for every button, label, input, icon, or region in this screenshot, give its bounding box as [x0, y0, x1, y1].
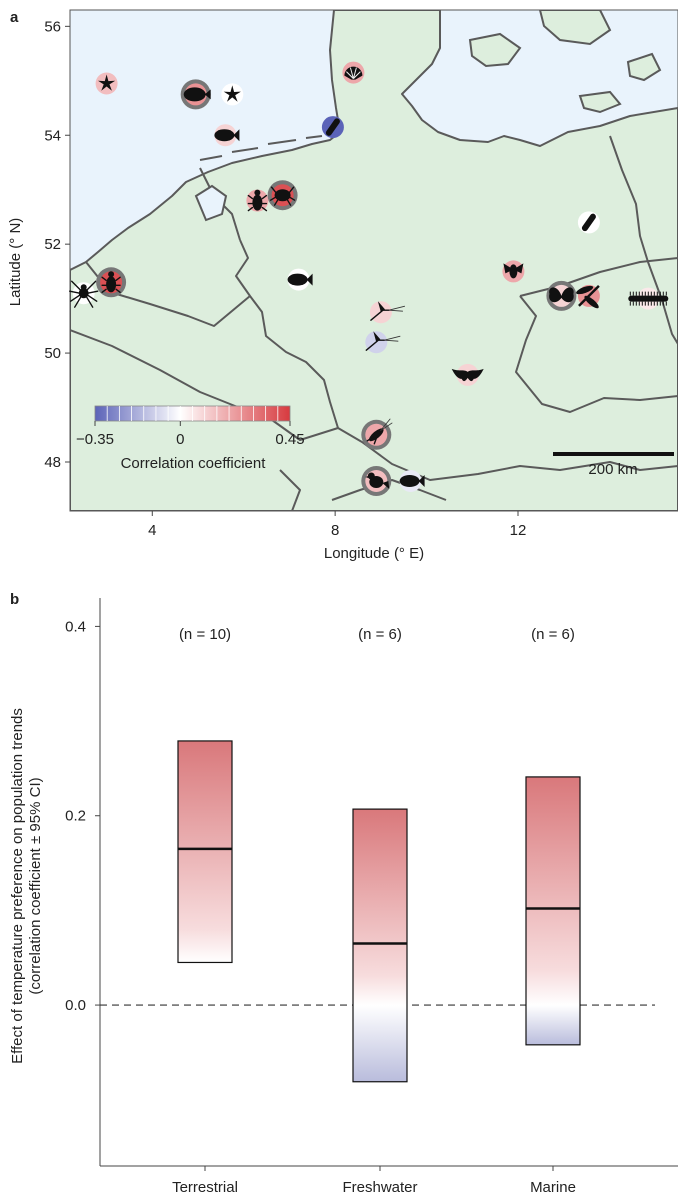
fly-icon [503, 263, 524, 279]
map-points [68, 61, 669, 496]
map-x-tick-label: 4 [148, 522, 156, 539]
map-point-fly [502, 260, 525, 283]
bat-icon [451, 368, 484, 382]
fish-icon [399, 475, 425, 487]
chart-b-y-label-line2: (correlation coefficient ± 95% CI) [27, 777, 44, 994]
map-frame [69, 9, 678, 512]
map-point-worm [321, 116, 344, 139]
beetle-icon [101, 271, 121, 293]
land-ijsselmeer [194, 184, 228, 222]
map-point-starfish [221, 83, 244, 106]
sample-size-label: (n = 10) [179, 626, 231, 643]
map-point-mayfly [365, 331, 401, 354]
map-y-tick-label: 50 [44, 345, 61, 362]
map-point-worm [577, 211, 600, 234]
land-island-3 [626, 52, 662, 82]
cricket-icon [366, 418, 393, 445]
colorbar-tick-label: 0.45 [275, 431, 304, 448]
map-point-millipede [628, 287, 669, 310]
map-x-tick-label: 8 [331, 522, 339, 539]
category-label: Freshwater [342, 1179, 417, 1196]
scale-bar: 200 km [553, 452, 674, 478]
land-frisian-islands [199, 135, 323, 161]
fish-icon [287, 273, 313, 286]
map-y-tick-label: 56 [44, 18, 61, 35]
colorbar: −0.35 0 0.45 Correlation coefficient [76, 405, 305, 472]
chart-b-y-tick-label: 0.2 [65, 808, 86, 825]
map-x-axis-label: Longitude (° E) [324, 545, 424, 562]
map-point-cricket [361, 418, 393, 450]
fish-icon [214, 129, 240, 142]
panel-b-label: b [10, 591, 19, 608]
map-point-flatfish [180, 79, 211, 110]
box-terrestrial [177, 740, 233, 1171]
butterfly-icon [549, 287, 574, 303]
starfish-icon [223, 85, 241, 102]
chart-b-y-label-line1: Effect of temperature preference on popu… [9, 708, 26, 1064]
map-point-beetle [246, 189, 269, 212]
mayfly-icon [370, 301, 405, 321]
map-x-tick-label: 12 [510, 522, 527, 539]
starfish-icon [98, 74, 116, 91]
colorbar-ticks: −0.35 0 0.45 [76, 421, 305, 448]
map-y-tick-label: 48 [44, 454, 61, 471]
beetle-icon [247, 189, 268, 212]
map-point-bat [451, 363, 484, 386]
map-point-beetle [96, 267, 127, 298]
map-point-bird [361, 466, 392, 496]
map-land-group [70, 10, 678, 511]
category-label: Terrestrial [172, 1179, 238, 1196]
chart-b-y-tick-label: 0.4 [65, 618, 86, 635]
land-island-1 [468, 32, 522, 68]
bird-icon [365, 472, 390, 489]
colorbar-tick-label: 0 [176, 431, 184, 448]
land-island-2 [538, 10, 612, 46]
chart-b-category-labels: Terrestrial Freshwater Marine [172, 1179, 576, 1196]
chart-b-y-tick-label: 0.0 [65, 997, 86, 1014]
colorbar-tick-label: −0.35 [76, 431, 114, 448]
spider-icon [68, 280, 99, 308]
chart-b-boxes [177, 740, 581, 1171]
box-marine [525, 776, 581, 1171]
scale-bar-label: 200 km [588, 461, 637, 478]
land-island-4 [578, 90, 622, 114]
effect-chart-panel: 0.0 0.2 0.4 Terrestrial Freshwater Marine (n… [9, 598, 678, 1196]
ci-box [352, 808, 408, 1083]
map-point-butterfly [546, 280, 577, 311]
millipede-icon [628, 291, 669, 306]
map-point-dragonfly [576, 284, 600, 309]
map-point-mayfly [369, 301, 405, 324]
mayfly-icon [365, 331, 401, 351]
map-y-axis-label: Latitude (° N) [7, 218, 24, 307]
chart-b-n-labels: (n = 10) (n = 6) (n = 6) [179, 626, 575, 643]
map-point-shell [342, 61, 365, 84]
colorbar-segments [106, 406, 279, 421]
box-freshwater [352, 808, 408, 1171]
worm-icon [581, 213, 596, 232]
map-point-starfish [95, 72, 118, 95]
map-y-tick-label: 52 [44, 236, 61, 253]
ci-box [177, 740, 233, 964]
sample-size-label: (n = 6) [358, 626, 402, 643]
map-point-fish [287, 268, 313, 291]
map-point-crab [267, 180, 298, 211]
chart-b-y-ticks: 0.0 0.2 0.4 [65, 618, 100, 1014]
dragonfly-icon [576, 285, 600, 309]
sample-size-label: (n = 6) [531, 626, 575, 643]
map-y-tick-label: 54 [44, 127, 61, 144]
panel-a-label: a [10, 9, 19, 26]
crab-icon [269, 186, 296, 206]
category-label: Marine [530, 1179, 576, 1196]
colorbar-label: Correlation coefficient [121, 455, 267, 472]
flatfish-icon [183, 87, 211, 102]
shell-icon [344, 66, 363, 80]
ci-box [525, 776, 581, 1046]
map-point-spider [68, 280, 99, 308]
map-point-fish [399, 470, 425, 492]
worm-icon [325, 118, 340, 136]
map-point-fish [214, 124, 240, 147]
